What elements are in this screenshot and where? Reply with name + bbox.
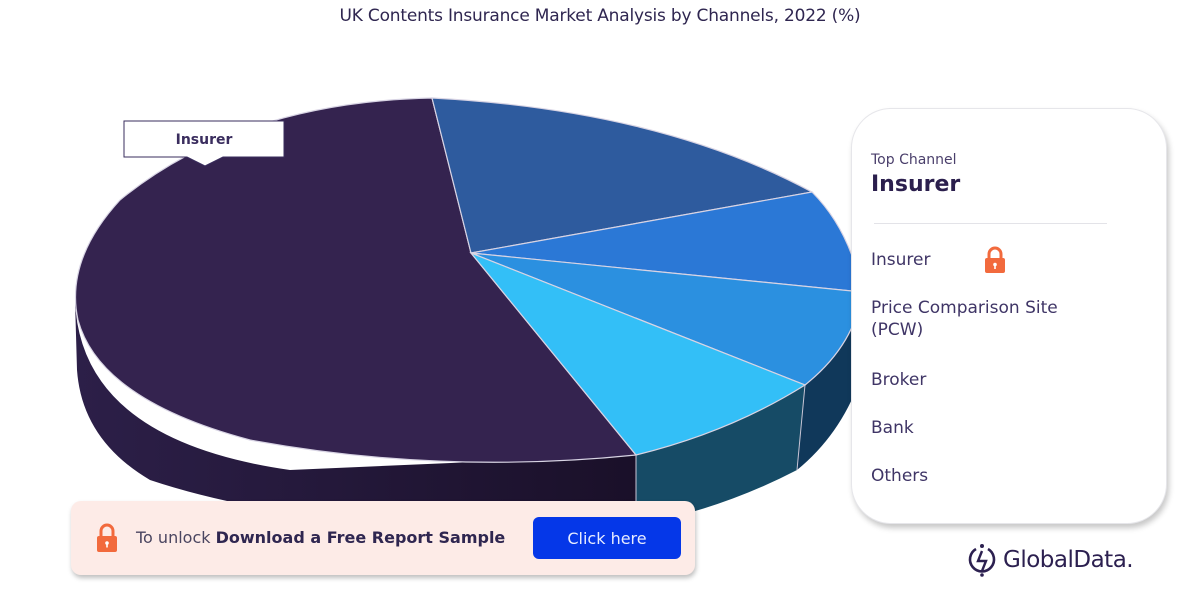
pie-slice-pcw[interactable] xyxy=(431,97,814,254)
legend-item-bank[interactable]: Bank xyxy=(871,418,914,438)
lock-icon[interactable] xyxy=(982,246,1008,274)
unlock-emphasis: Download a Free Report Sample xyxy=(215,528,506,547)
unlock-banner: To unlock Download a Free Report Sample … xyxy=(71,501,695,575)
legend-item-pcw[interactable]: Price Comparison Site (PCW) xyxy=(871,298,1058,340)
globaldata-logo-icon xyxy=(968,544,996,577)
legend-subtitle: Top Channel xyxy=(871,152,957,168)
callout-shape xyxy=(123,120,285,167)
insurer-callout: Insurer xyxy=(123,120,285,167)
legend-item-broker[interactable]: Broker xyxy=(871,370,927,390)
pie-side-insurer xyxy=(75,300,636,528)
legend-card: Top Channel Insurer Insurer Price Compar… xyxy=(851,108,1167,524)
legend-top-channel: Insurer xyxy=(871,172,961,197)
unlock-message: To unlock Download a Free Report Sample xyxy=(136,528,505,547)
chart-title: UK Contents Insurance Market Analysis by… xyxy=(339,6,861,26)
pie-slice-others[interactable] xyxy=(469,251,807,456)
lock-icon xyxy=(97,523,117,552)
legend-item-others[interactable]: Others xyxy=(871,466,929,486)
callout-label: Insurer xyxy=(175,132,233,148)
brand-name: GlobalData. xyxy=(1003,547,1134,573)
click-here-button[interactable]: Click here xyxy=(533,517,681,559)
unlock-prefix: To unlock xyxy=(136,528,216,547)
brand-logo: GlobalData. xyxy=(967,540,1134,580)
legend-item-insurer[interactable]: Insurer xyxy=(871,250,931,270)
legend-divider xyxy=(874,223,1107,224)
pie-side-others xyxy=(636,385,805,525)
